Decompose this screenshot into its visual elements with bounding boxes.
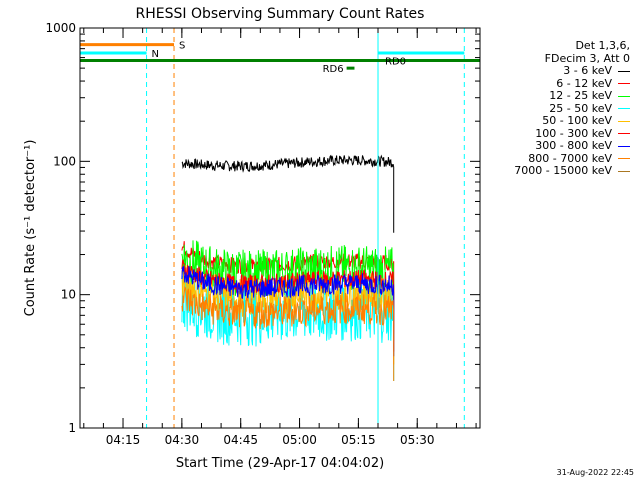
series-line [181,154,395,233]
legend: Det 1,3,6, FDecim 3, Att 0 3 - 6 keV 6 - … [470,39,630,178]
x-axis-label: Start Time (29-Apr-17 04:04:02) [176,456,384,471]
legend-entry: 100 - 300 keV [470,126,630,141]
chart-title: RHESSI Observing Summary Count Rates [136,6,425,22]
legend-entry: 7000 - 15000 keV [470,164,630,178]
flag-label: N [152,49,159,60]
legend-entry: 800 - 7000 keV [470,151,630,166]
series-layer [181,154,395,381]
legend-entry-label: 300 - 800 keV [535,139,612,152]
flag-label: RD0 [385,57,406,68]
x-tick-label: 04:30 [165,433,200,447]
flag-label: RD6 [323,64,344,75]
legend-header-2: FDecim 3, Att 0 [544,51,630,65]
y-tick-label: 100 [53,154,76,168]
legend-entry-label: 6 - 12 keV [556,76,612,90]
legend-entry: 50 - 100 keV [470,114,630,128]
legend-entry-label: 100 - 300 keV [535,126,612,140]
legend-entry: 3 - 6 keV [470,64,630,78]
legend-swatch [618,70,630,72]
legend-entry-label: 3 - 6 keV [563,64,612,77]
legend-entry-label: 800 - 7000 keV [528,151,612,165]
plot-frame [79,27,481,429]
annotation-layer: S N RD0 RD6 [79,28,480,428]
legend-entry: 300 - 800 keV [470,139,630,153]
series-line [181,265,395,357]
legend-header-1: Det 1,3,6, [575,39,630,52]
legend-swatch [618,83,630,85]
legend-swatch [618,170,630,172]
legend-entry-label: 12 - 25 keV [549,89,612,102]
flag-label: S [179,41,185,52]
series-line [181,241,395,334]
legend-entry-label: 25 - 50 keV [549,101,612,115]
y-tick-label: 1000 [45,21,76,35]
legend-swatch [618,108,630,110]
axes-layer: 1 10 100 1000 04:15 04:30 04:45 05:00 05:15 05:30 [45,21,481,447]
legend-swatch [618,145,630,147]
x-tick-label: 04:15 [106,433,141,447]
legend-entry: 6 - 12 keV [470,76,630,91]
y-tick-label: 1 [68,421,76,435]
legend-swatch [618,158,630,160]
legend-entry-label: 50 - 100 keV [542,114,612,127]
x-tick-label: 05:30 [400,433,435,447]
x-tick-label: 05:15 [341,433,376,447]
legend-swatch [618,95,630,97]
legend-entry: 12 - 25 keV [470,89,630,103]
y-tick-label: 10 [61,288,76,302]
x-tick-label: 05:00 [282,433,317,447]
legend-entry: 25 - 50 keV [470,101,630,116]
generation-timestamp: 31-Aug-2022 22:45 [556,468,634,477]
y-axis-label: Count Rate (s⁻¹ detector⁻¹) [23,140,38,317]
legend-entry-label: 7000 - 15000 keV [514,164,612,177]
x-tick-label: 04:45 [223,433,258,447]
legend-swatch [618,133,630,135]
legend-swatch [618,120,630,122]
series-line [181,285,395,381]
